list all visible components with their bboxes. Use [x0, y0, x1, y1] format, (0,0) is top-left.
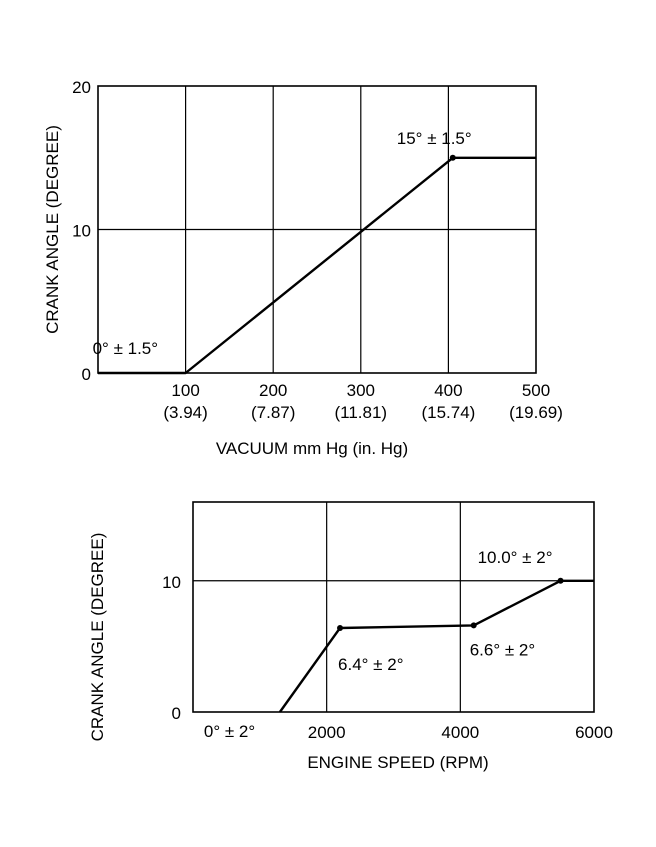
- plot-frame: [97, 85, 537, 374]
- annotation-label: 10.0° ± 2°: [478, 548, 553, 567]
- y-tick-label: 10: [72, 222, 91, 241]
- y-tick-label: 0: [172, 704, 181, 723]
- annotation-label: 6.4° ± 2°: [338, 655, 403, 674]
- series-line: [98, 156, 536, 375]
- plot-frame: [192, 501, 595, 713]
- x-axis-label: VACUUM mm Hg (in. Hg): [216, 439, 408, 458]
- x-tick-sublabel: (15.74): [421, 403, 475, 422]
- x-tick-sublabel: (3.94): [163, 403, 207, 422]
- x-tick-label: 400: [434, 381, 462, 400]
- annotation-label: 0° ± 1.5°: [93, 339, 158, 358]
- x-tick-label: 4000: [441, 723, 479, 742]
- x-tick-label: 200: [259, 381, 287, 400]
- x-tick-label: 6000: [575, 723, 613, 742]
- x-tick-label: 100: [171, 381, 199, 400]
- y-axis-label: CRANK ANGLE (DEGREE): [43, 125, 62, 334]
- x-tick-label: 2000: [308, 723, 346, 742]
- y-tick-label: 20: [72, 78, 91, 97]
- chart-1: 0 10 20 100 (3.94) 200 (7.87) 300 (11.81) 400 (15.…: [43, 78, 563, 458]
- x-axis-label: ENGINE SPEED (RPM): [307, 753, 488, 772]
- data-point: [337, 625, 344, 631]
- annotation-label: 0° ± 2°: [204, 722, 255, 741]
- chart-2: 0 10 2000 4000 6000 CRANK ANGLE (DEGREE) ENGIN…: [88, 501, 613, 772]
- data-point: [557, 577, 564, 584]
- x-tick-sublabel: (7.87): [251, 403, 295, 422]
- annotation-label: 15° ± 1.5°: [397, 129, 472, 148]
- data-point: [449, 154, 456, 161]
- y-tick-label: 10: [162, 573, 181, 592]
- x-tick-label: 500: [522, 381, 550, 400]
- y-axis-label: CRANK ANGLE (DEGREE): [88, 533, 107, 742]
- annotation-label: 6.6° ± 2°: [470, 640, 535, 659]
- x-tick-sublabel: (11.81): [334, 403, 387, 422]
- x-tick-label: 300: [347, 381, 375, 400]
- x-tick-sublabel: (19.69): [509, 403, 563, 422]
- data-point: [470, 622, 477, 629]
- y-tick-label: 0: [82, 365, 91, 384]
